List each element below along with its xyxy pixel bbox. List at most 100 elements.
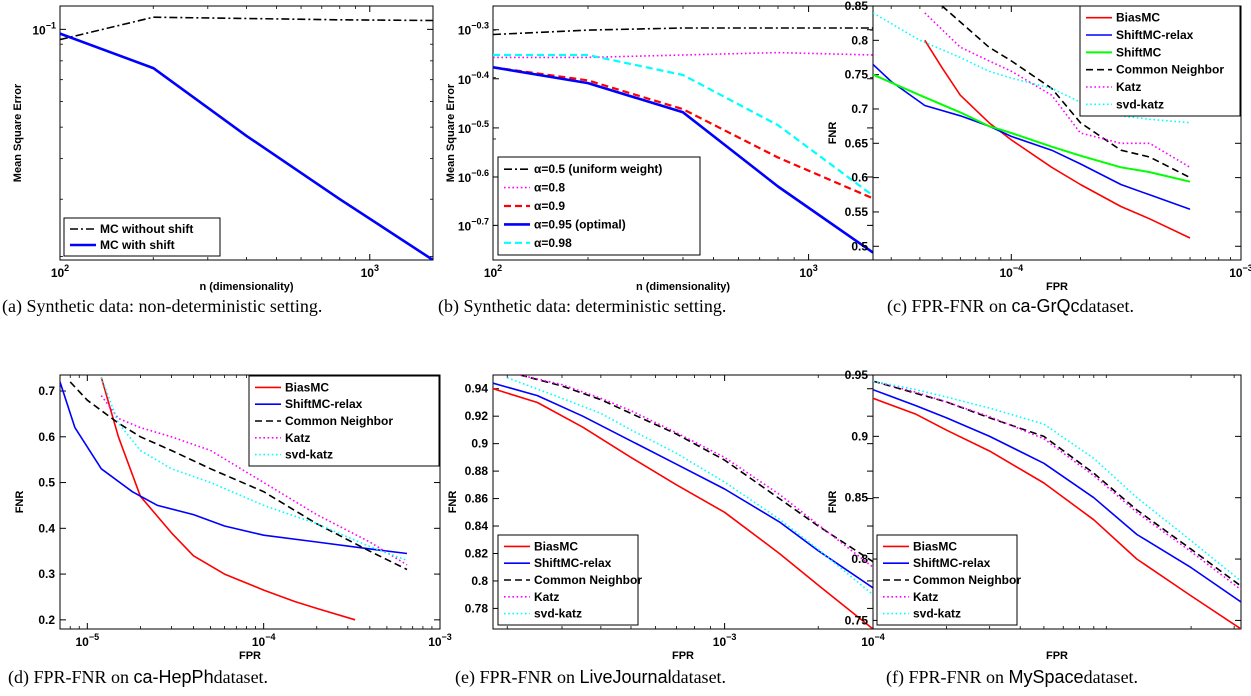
- caption-c: (c) FPR-FNR on ca-GrQcdataset.: [887, 296, 1134, 317]
- y-tick-label: 0.5: [851, 239, 868, 253]
- x-tick-label: 10−3: [713, 632, 737, 649]
- x-axis-label: FPR: [239, 650, 261, 662]
- legend-entry: Common Neighbor: [285, 414, 393, 428]
- series-line-5: [493, 53, 873, 197]
- chart-b: 102 103 10−0.3 10−0.4 10−0.5 10−0.6 10−0.7 n (d…: [445, 5, 874, 293]
- legend-entry: MC with shift: [100, 238, 175, 252]
- legend-entry: ShiftMC-relax: [913, 556, 991, 570]
- legend-entry: Katz: [913, 590, 938, 604]
- series-line-2: [60, 32, 433, 260]
- y-tick-label: 0.75: [845, 68, 869, 82]
- caption-d: (d) FPR-FNR on ca-HepPhdataset.: [8, 667, 268, 688]
- chart-f: 10−4 0.75 0.8 0.85 0.9 0.95 FPR FNR BiasMC ShiftM…: [827, 368, 1242, 662]
- y-tick-label: 10−0.7: [458, 216, 489, 233]
- series-line-2: [873, 388, 1241, 603]
- series-line-1: [493, 387, 873, 629]
- series-line-3: [69, 381, 408, 571]
- caption-e-dataset: LiveJournal: [579, 667, 672, 687]
- y-tick-label: 10−0.6: [458, 168, 489, 185]
- chart-e-legend: BiasMC ShiftMC-relax Common Neighbor Katz sv…: [497, 534, 642, 626]
- y-tick-label: 10−0.4: [458, 70, 489, 87]
- x-tick-label: 102: [484, 263, 502, 280]
- legend-entry: ShiftMC-relax: [1116, 28, 1194, 42]
- legend-entry: svd-katz: [1116, 97, 1164, 111]
- chart-c-lines: [873, 6, 1191, 239]
- legend-entry: svd-katz: [285, 448, 333, 462]
- y-tick-label: 10−0.3: [458, 21, 489, 38]
- y-tick-label: 0.75: [845, 613, 869, 627]
- x-axis-label: n (dimensionality): [636, 281, 730, 293]
- y-tick-label: 0.7: [851, 102, 868, 116]
- y-tick-label: 0.84: [465, 519, 489, 533]
- legend-box: [497, 156, 701, 256]
- y-tick-label: 0.7: [38, 384, 55, 398]
- y-tick-label: 0.4: [38, 521, 55, 535]
- y-tick-label: 0.6: [851, 171, 868, 185]
- caption-f-dataset: MySpace: [1008, 667, 1084, 687]
- legend-entry: BiasMC: [534, 539, 578, 553]
- series-line-1: [873, 397, 1241, 629]
- y-tick-label: 10−0.5: [458, 119, 489, 136]
- legend-entry: α=0.98: [534, 236, 572, 250]
- caption-b-prefix: (b) Synthetic data: deterministic settin…: [438, 296, 727, 316]
- legend-entry: svd-katz: [534, 607, 582, 621]
- caption-a: (a) Synthetic data: non-deterministic se…: [2, 296, 322, 317]
- legend-entry: Katz: [285, 431, 310, 445]
- series-line-4: [941, 6, 1191, 179]
- caption-e-prefix: (e) FPR-FNR on: [455, 667, 580, 687]
- y-tick-label: 0.95: [845, 368, 869, 382]
- chart-c-legend: BiasMC ShiftMC-relax ShiftMC Common Neighbo…: [1079, 5, 1241, 117]
- y-tick-label: 0.5: [38, 476, 55, 490]
- chart-d-lines: [60, 377, 408, 621]
- y-tick-label: 0.85: [845, 491, 869, 505]
- series-line-5: [924, 12, 1191, 168]
- y-tick-label: 0.9: [851, 429, 868, 443]
- caption-d-dataset: ca-HepPh: [133, 667, 214, 687]
- y-tick-label: 0.55: [845, 205, 869, 219]
- series-line-4: [519, 375, 873, 568]
- caption-e: (e) FPR-FNR on LiveJournaldataset.: [455, 667, 726, 688]
- legend-entry: MC without shift: [100, 222, 193, 236]
- y-tick-label: 10−1: [32, 20, 56, 37]
- series-line-3: [519, 375, 873, 563]
- caption-d-suffix: dataset.: [213, 667, 269, 687]
- series-line-4: [873, 380, 1241, 591]
- y-tick-label: 0.6: [38, 430, 55, 444]
- legend-entry: ShiftMC: [1116, 45, 1162, 59]
- series-line-2: [493, 382, 873, 589]
- y-axis-label: FNR: [447, 491, 459, 514]
- y-axis-label: FNR: [827, 122, 839, 145]
- chart-e: 10−3 0.78 0.8 0.82 0.84 0.86 0.88 0.9 0.92 0.94 FP…: [447, 374, 874, 662]
- legend-entry: α=0.8: [534, 181, 565, 195]
- x-tick-label: 103: [799, 263, 817, 280]
- x-axis-label: FPR: [672, 650, 694, 662]
- chart-a: 102 103 10−1 n (dimensionality) Mean Square …: [12, 5, 434, 293]
- series-line-2: [493, 51, 873, 59]
- y-tick-label: 0.78: [465, 601, 489, 615]
- series-line-4: [493, 66, 873, 254]
- legend-box: [1079, 5, 1241, 117]
- y-axis-label: FNR: [827, 491, 839, 514]
- legend-entry: Katz: [1116, 80, 1141, 94]
- y-axis-label: Mean Square Error: [445, 83, 457, 182]
- series-line-2: [60, 381, 408, 555]
- caption-f-suffix: dataset.: [1083, 667, 1139, 687]
- legend-entry: BiasMC: [913, 539, 957, 553]
- caption-f: (f) FPR-FNR on MySpacedataset.: [886, 667, 1138, 688]
- legend-box: [63, 217, 221, 257]
- caption-b: (b) Synthetic data: deterministic settin…: [438, 296, 726, 317]
- y-tick-label: 0.85: [845, 0, 869, 13]
- legend-entry: BiasMC: [1116, 11, 1160, 25]
- caption-d-prefix: (d) FPR-FNR on: [8, 667, 134, 687]
- chart-a-lines: [60, 16, 433, 260]
- legend-entry: Common Neighbor: [913, 573, 1021, 587]
- x-tick-label: 102: [51, 263, 69, 280]
- caption-f-prefix: (f) FPR-FNR on: [886, 667, 1009, 687]
- x-axis-label: FPR: [1046, 281, 1068, 293]
- legend-entry: ShiftMC-relax: [534, 556, 612, 570]
- chart-a-legend: MC without shift MC with shift: [63, 217, 221, 257]
- chart-d: 10−5 10−4 10−3 0.2 0.3 0.4 0.5 0.6 0.7 FPR FNR Bias…: [14, 374, 452, 662]
- series-line-4: [100, 395, 408, 566]
- series-line-5: [506, 376, 873, 596]
